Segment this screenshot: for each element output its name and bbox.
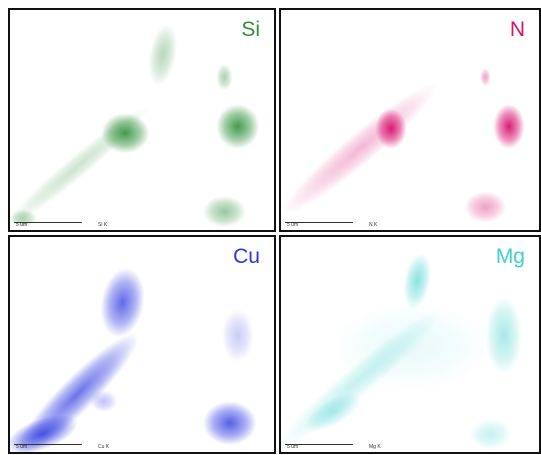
signal-blob — [216, 104, 259, 149]
signal-blob — [101, 113, 149, 153]
element-map — [281, 10, 541, 232]
signal-blob — [203, 196, 246, 227]
scale-label: 5 um — [287, 444, 298, 450]
line-label: Cu K — [98, 444, 109, 450]
figure: Si 5 um Si K N 5 um N K Cu 5 um Cu K Mg 5 um Mg K — [0, 0, 541, 455]
signal-blob — [281, 73, 446, 225]
element-map — [10, 237, 276, 454]
map-panel: N 5 um N K — [279, 8, 541, 232]
signal-blob — [480, 68, 490, 86]
signal-blob — [203, 401, 257, 445]
scale-label: 5 um — [16, 444, 27, 450]
element-map — [10, 10, 276, 232]
signal-blob — [216, 64, 232, 91]
signal-blob — [90, 390, 117, 412]
line-label: Si K — [98, 222, 107, 228]
signal-blob — [493, 104, 524, 149]
signal-blob — [485, 296, 522, 375]
map-panel: Si 5 um Si K — [8, 8, 276, 232]
line-label: Mg K — [369, 444, 381, 450]
element-label: Cu — [233, 245, 260, 269]
element-label: N — [510, 18, 525, 42]
signal-blob — [470, 419, 512, 450]
scale-label: 5 um — [16, 222, 27, 228]
element-map — [281, 237, 541, 454]
map-panel: Cu 5 um Cu K — [8, 235, 276, 454]
element-label: Mg — [496, 245, 525, 269]
signal-blob — [464, 191, 506, 222]
signal-blob — [222, 309, 254, 362]
map-panel: Mg 5 um Mg K — [279, 235, 541, 454]
element-label: Si — [241, 18, 260, 42]
signal-blob — [333, 303, 490, 391]
scale-label: 5 um — [287, 222, 298, 228]
signal-blob — [399, 250, 435, 311]
signal-blob — [95, 264, 149, 340]
signal-blob — [375, 109, 406, 149]
line-label: N K — [369, 222, 377, 228]
signal-blob — [144, 22, 181, 88]
